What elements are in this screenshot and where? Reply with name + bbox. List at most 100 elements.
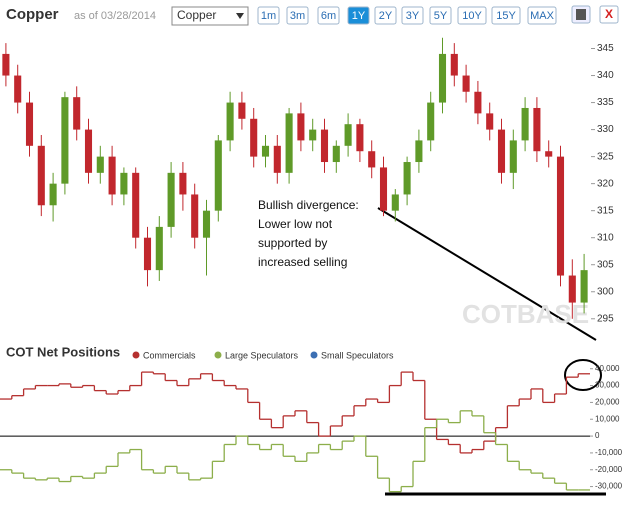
candle-body	[37, 145, 45, 206]
candle-body	[497, 129, 506, 173]
candle-body	[250, 118, 258, 157]
y-tick-label: 295	[597, 313, 614, 324]
y-tick-label: 320	[597, 178, 614, 189]
annotation: supported by	[258, 236, 327, 250]
candle-body	[167, 172, 175, 227]
range-button[interactable]	[429, 6, 452, 25]
candle-body	[132, 172, 140, 238]
range-button[interactable]	[374, 6, 397, 25]
y-tick-label: -10,000	[595, 448, 623, 457]
range-button-label: 5Y	[434, 10, 448, 22]
y-tick-label: 30,000	[595, 381, 620, 390]
range-button-label: 10Y	[462, 10, 482, 22]
range-button-label: 2Y	[379, 10, 393, 22]
range-button[interactable]	[317, 6, 340, 25]
range-button[interactable]	[257, 6, 280, 25]
panel-title: COT Net Positions	[6, 344, 120, 359]
range-button[interactable]	[527, 6, 557, 25]
candle-body	[415, 140, 423, 163]
range-buttons: 1m 3m 6m 1Y 2Y 3Y 5Y 10Y 15Y MAX	[257, 6, 557, 25]
candle-body	[545, 151, 553, 157]
candle-body	[73, 97, 81, 130]
close-button[interactable]	[599, 5, 619, 24]
dropdown-arrow	[236, 13, 244, 19]
annotation: increased selling	[258, 255, 347, 269]
y-tick-label: 315	[597, 205, 614, 216]
range-button[interactable]	[457, 6, 487, 25]
candle-body	[179, 172, 187, 195]
legend-marker	[132, 351, 140, 359]
candle-body	[438, 53, 447, 103]
candle-body	[202, 210, 211, 238]
candle-body	[61, 97, 69, 184]
candle-body	[403, 162, 411, 195]
candle-body	[238, 102, 246, 119]
candle-body	[84, 129, 93, 173]
range-button[interactable]	[401, 6, 424, 25]
candle-body	[521, 107, 529, 141]
legend-label: Small Speculators	[321, 350, 394, 360]
candle-body	[568, 275, 576, 303]
candle-body	[297, 113, 305, 141]
range-button[interactable]	[491, 6, 521, 25]
candle-body	[368, 151, 376, 168]
candle-body	[462, 75, 470, 92]
candle-body	[379, 167, 388, 211]
y-tick-label: 10,000	[595, 414, 620, 423]
title: Copper	[6, 6, 59, 23]
candle-body	[580, 270, 588, 303]
y-tick-label: 20,000	[595, 398, 620, 407]
candle-body	[25, 102, 34, 146]
candle-body	[356, 124, 364, 152]
candle-body	[191, 194, 199, 238]
range-button-label: 3m	[290, 10, 305, 22]
legend-label: Large Speculators	[225, 350, 299, 360]
candle-body	[49, 183, 57, 206]
annotation: Lower low not	[258, 217, 333, 231]
y-tick-label: -20,000	[595, 465, 623, 474]
candle-body	[427, 102, 435, 141]
y-tick-label: 345	[597, 43, 614, 54]
y-tick-label: 310	[597, 232, 614, 243]
candle-body	[486, 113, 494, 130]
candle-body	[155, 226, 163, 271]
candle-body	[285, 113, 293, 173]
y-tick-label: -30,000	[595, 482, 623, 491]
range-button-label: 1m	[261, 10, 276, 22]
candle-body	[332, 145, 340, 163]
candle-body	[120, 172, 128, 195]
candle-body	[533, 107, 541, 152]
range-button-label: 15Y	[496, 10, 516, 22]
range-button-label: MAX	[530, 10, 555, 22]
highlight-circle	[564, 359, 602, 391]
range-button[interactable]	[286, 6, 309, 25]
candle-body	[450, 53, 458, 76]
range-button-label: 6m	[321, 10, 336, 22]
candle-body	[261, 145, 270, 157]
selector[interactable]	[171, 6, 249, 26]
y-tick-label: 40,000	[595, 364, 620, 373]
annotation: Bullish divergence:	[258, 198, 359, 212]
y-tick-label: 305	[597, 259, 614, 270]
candle-body	[96, 156, 104, 173]
range-button[interactable]	[347, 6, 370, 25]
y-tick-label: 300	[597, 286, 614, 297]
candle-body	[309, 129, 317, 141]
y-tick-label: 335	[597, 97, 614, 108]
selector-text: Copper	[177, 8, 216, 22]
candle-body	[2, 53, 10, 76]
y-tick-label: 325	[597, 151, 614, 162]
candle-body	[14, 75, 22, 103]
candle-body	[344, 124, 352, 146]
range-button-label: 1Y	[352, 10, 366, 22]
print-icon	[576, 9, 586, 20]
candle-body	[509, 140, 517, 173]
candle-body	[474, 91, 482, 114]
candle-body	[108, 156, 116, 195]
legend-marker	[310, 351, 318, 359]
trend-line	[377, 207, 597, 341]
legend-label: Commercials	[143, 350, 196, 360]
as-of: as of 03/28/2014	[74, 10, 156, 22]
